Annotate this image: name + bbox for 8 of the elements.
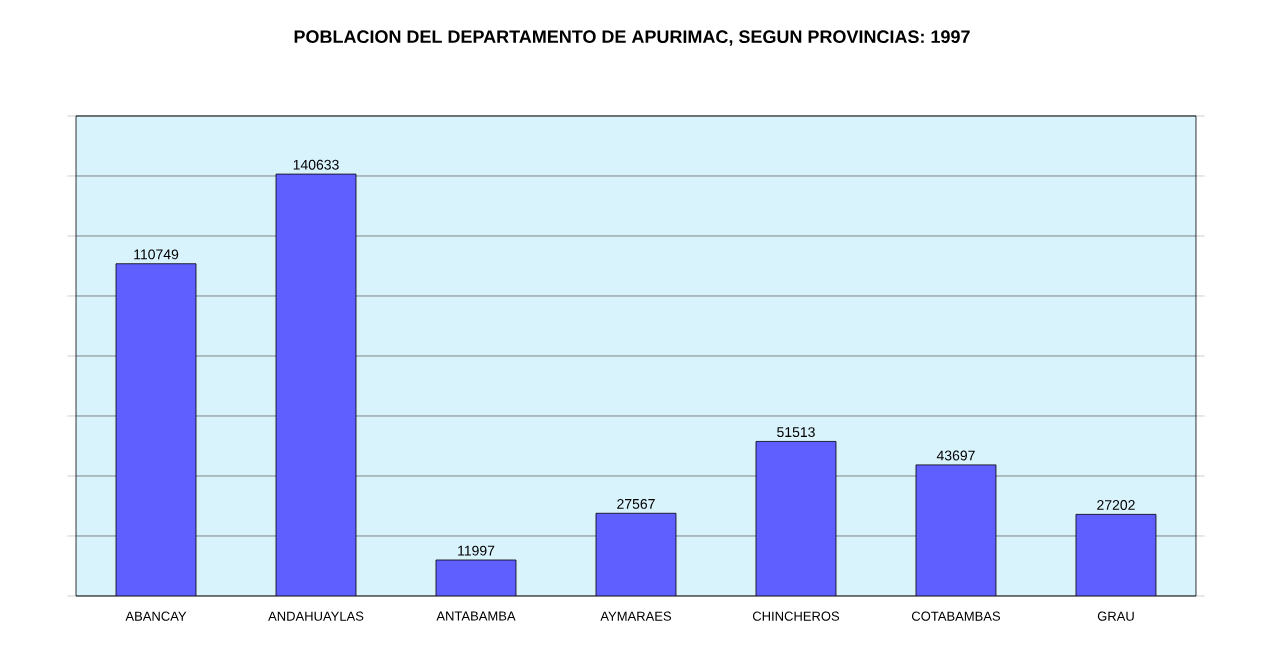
bar — [115, 263, 197, 596]
chart-title: POBLACION DEL DEPARTAMENTO DE APURIMAC, SEGUN PROVINCIAS: 1997 — [294, 30, 970, 46]
bar — [915, 464, 997, 596]
bar — [595, 512, 677, 596]
bar — [275, 173, 357, 596]
bar — [755, 441, 837, 596]
bar — [435, 559, 517, 596]
bar — [1075, 513, 1157, 596]
